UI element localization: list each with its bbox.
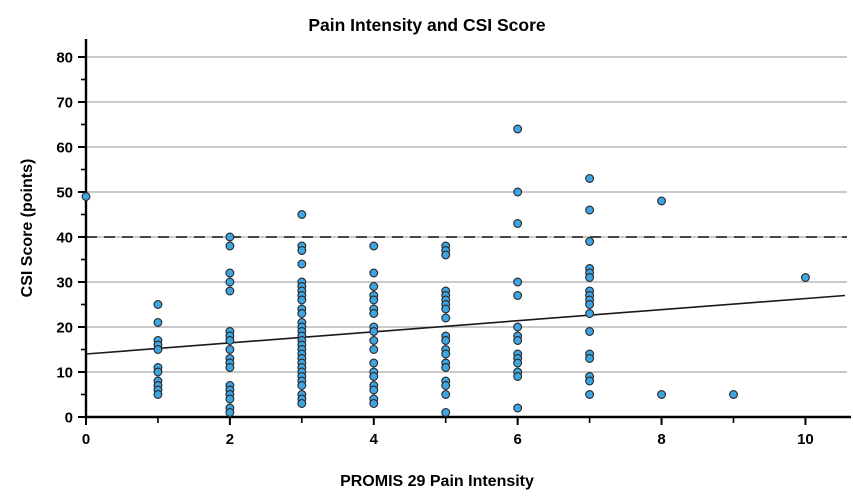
data-point bbox=[225, 408, 235, 417]
data-point bbox=[729, 390, 738, 399]
data-point bbox=[513, 358, 523, 368]
data-point bbox=[369, 241, 379, 251]
data-point bbox=[153, 390, 163, 399]
data-point bbox=[513, 187, 523, 197]
data-point bbox=[513, 291, 523, 300]
data-point bbox=[297, 259, 307, 269]
data-point bbox=[369, 399, 379, 408]
data-point bbox=[441, 336, 451, 345]
data-point bbox=[297, 309, 307, 318]
data-point bbox=[585, 327, 595, 336]
y-tick-label-40: 40 bbox=[56, 230, 73, 247]
data-point bbox=[513, 336, 523, 345]
data-point bbox=[369, 327, 379, 336]
data-point bbox=[369, 345, 379, 354]
data-point bbox=[225, 277, 235, 287]
data-point bbox=[441, 381, 451, 390]
x-axis-label: PROMIS 29 Pain Intensity bbox=[340, 473, 534, 490]
data-point bbox=[441, 304, 451, 314]
chart-title: Pain Intensity and CSI Score bbox=[308, 15, 546, 35]
data-point bbox=[513, 372, 523, 381]
data-points bbox=[81, 124, 810, 417]
data-point bbox=[585, 309, 595, 318]
data-point bbox=[585, 273, 595, 282]
data-point bbox=[369, 282, 379, 291]
data-point bbox=[585, 174, 595, 183]
data-point bbox=[153, 318, 163, 327]
data-point bbox=[297, 246, 307, 255]
data-point bbox=[297, 295, 307, 305]
data-point bbox=[153, 345, 163, 354]
data-point bbox=[441, 250, 451, 260]
data-point bbox=[225, 394, 235, 404]
data-point bbox=[225, 345, 235, 354]
axes bbox=[84, 39, 851, 419]
data-point bbox=[81, 192, 91, 201]
y-tick-label-20: 20 bbox=[56, 320, 73, 337]
x-tick-label-0: 0 bbox=[82, 431, 90, 448]
y-tick-label-70: 70 bbox=[56, 95, 73, 112]
data-point bbox=[297, 399, 307, 408]
data-point bbox=[513, 403, 523, 413]
data-point bbox=[441, 408, 451, 417]
data-point bbox=[513, 219, 523, 228]
data-point bbox=[225, 286, 235, 296]
data-point bbox=[441, 390, 451, 399]
data-point bbox=[800, 273, 810, 282]
data-point bbox=[369, 385, 379, 395]
y-axis-label: CSI Score (points) bbox=[19, 159, 36, 298]
y-tick-label-10: 10 bbox=[56, 365, 73, 382]
data-point bbox=[585, 390, 595, 399]
axis-ticks bbox=[78, 56, 807, 425]
data-point bbox=[153, 300, 163, 309]
x-tick-label-4: 4 bbox=[370, 431, 379, 448]
data-point bbox=[657, 390, 666, 399]
data-point bbox=[369, 358, 379, 368]
data-point bbox=[297, 210, 307, 219]
data-point bbox=[153, 367, 163, 377]
data-point bbox=[297, 381, 307, 390]
y-tick-label-50: 50 bbox=[56, 185, 73, 202]
data-point bbox=[369, 372, 379, 381]
data-point bbox=[369, 336, 379, 345]
data-point bbox=[441, 349, 451, 359]
data-point bbox=[369, 295, 379, 305]
regression-line bbox=[85, 294, 846, 355]
data-point bbox=[585, 237, 595, 246]
x-tick-label-10: 10 bbox=[797, 431, 814, 448]
tick-labels: 0 10 20 30 40 50 60 70 80 0 2 4 6 8 10 bbox=[56, 50, 813, 449]
y-tick-label-60: 60 bbox=[56, 140, 73, 157]
data-point bbox=[585, 354, 595, 363]
data-point bbox=[585, 300, 595, 309]
data-point bbox=[513, 322, 523, 332]
data-point bbox=[369, 309, 379, 318]
data-point bbox=[225, 268, 235, 278]
data-point bbox=[513, 277, 523, 287]
trend-line bbox=[85, 294, 846, 355]
y-tick-label-80: 80 bbox=[56, 50, 73, 67]
x-tick-label-6: 6 bbox=[513, 431, 521, 448]
y-tick-label-0: 0 bbox=[65, 410, 73, 427]
y-tick-label-30: 30 bbox=[56, 275, 73, 292]
data-point bbox=[225, 232, 235, 242]
data-point bbox=[585, 205, 595, 215]
data-point bbox=[441, 363, 451, 372]
data-point bbox=[225, 336, 235, 345]
data-point bbox=[225, 363, 235, 372]
data-point bbox=[225, 241, 235, 251]
data-point bbox=[657, 196, 666, 206]
x-tick-label-2: 2 bbox=[226, 431, 234, 448]
data-point bbox=[369, 268, 379, 278]
x-tick-label-8: 8 bbox=[657, 431, 665, 448]
data-point bbox=[441, 313, 451, 323]
data-point bbox=[513, 124, 523, 134]
data-point bbox=[585, 376, 595, 386]
